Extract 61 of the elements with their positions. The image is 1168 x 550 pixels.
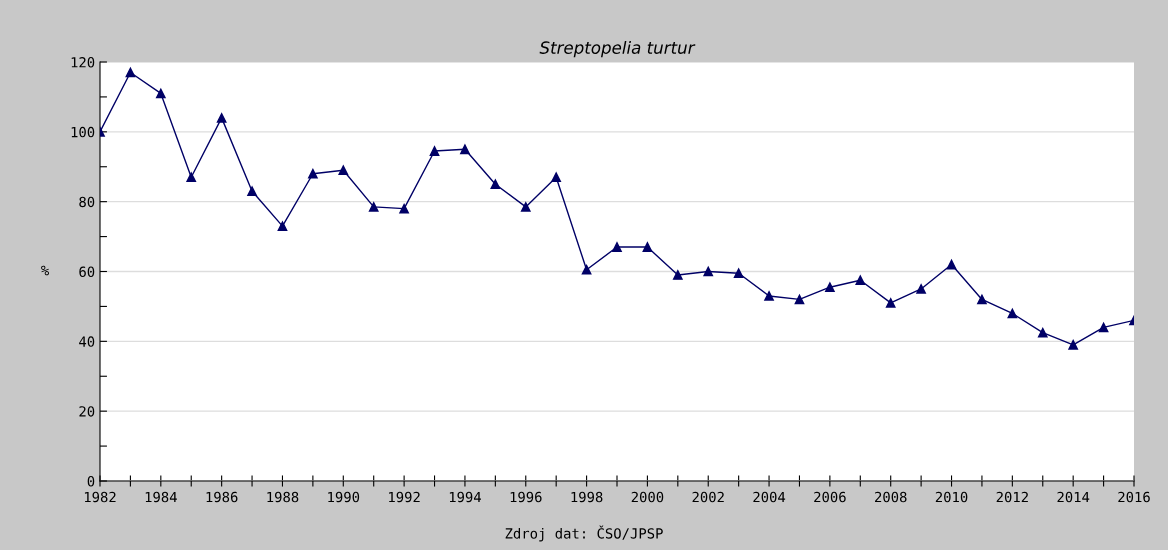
point — [642, 242, 653, 252]
y-tick-label: 100 — [71, 126, 95, 138]
point — [368, 202, 379, 212]
x-tick-label: 2002 — [692, 491, 724, 503]
point — [825, 282, 835, 293]
point — [247, 186, 257, 197]
x-tick-label: 1994 — [449, 491, 481, 503]
point — [581, 264, 592, 275]
point — [155, 88, 166, 99]
x-tick-label: 1998 — [571, 491, 603, 503]
chart-title: Streptopelia turtur — [539, 41, 696, 58]
point — [429, 146, 440, 156]
point — [277, 221, 288, 231]
point — [916, 284, 926, 294]
point — [885, 298, 896, 308]
point — [216, 113, 227, 123]
point — [490, 179, 501, 190]
y-tick-label: 40 — [79, 336, 95, 347]
point — [855, 275, 866, 286]
x-tick-label: 1988 — [267, 491, 299, 503]
point — [764, 291, 774, 301]
x-tick-label: 1982 — [84, 491, 116, 503]
point — [125, 67, 136, 78]
point — [794, 294, 805, 305]
y-tick-label: 0 — [87, 476, 95, 487]
point — [308, 168, 318, 179]
point — [1007, 308, 1018, 319]
y-axis-title: % — [41, 265, 50, 276]
point — [612, 242, 622, 252]
x-tick-label: 2004 — [753, 491, 786, 503]
x-tick-label: 1992 — [389, 491, 420, 503]
point — [733, 268, 744, 279]
x-tick-label: 2014 — [1057, 491, 1090, 503]
x-tick-label: 2006 — [814, 491, 846, 503]
y-tick-label: 80 — [79, 196, 95, 208]
text: Zdroj dat: ČSO/JPSP — [505, 525, 663, 542]
x-tick-label: 2010 — [935, 491, 968, 503]
x-tick-label: 1984 — [145, 491, 177, 503]
point — [1037, 327, 1048, 338]
y-tick-label: 60 — [79, 266, 95, 278]
point — [338, 165, 349, 176]
y-tick-label: 120 — [71, 57, 95, 68]
point — [399, 203, 409, 214]
point — [1098, 322, 1109, 333]
point — [977, 294, 987, 305]
x-tick-label: 1986 — [206, 491, 238, 503]
point — [946, 259, 957, 270]
x-tick-label: 2012 — [996, 491, 1028, 503]
x-tick-label: 2008 — [875, 491, 907, 503]
y-tick-label: 20 — [79, 406, 95, 417]
x-tick-label: 1996 — [510, 491, 542, 503]
x-tick-label: 2000 — [631, 491, 664, 503]
point — [672, 270, 683, 280]
point — [520, 202, 531, 212]
point — [551, 172, 562, 183]
point — [1068, 339, 1079, 350]
point — [460, 144, 470, 155]
x-tick-label: 2016 — [1118, 491, 1150, 503]
point — [186, 172, 197, 183]
x-tick-label: 1990 — [328, 491, 360, 503]
point — [703, 266, 714, 277]
